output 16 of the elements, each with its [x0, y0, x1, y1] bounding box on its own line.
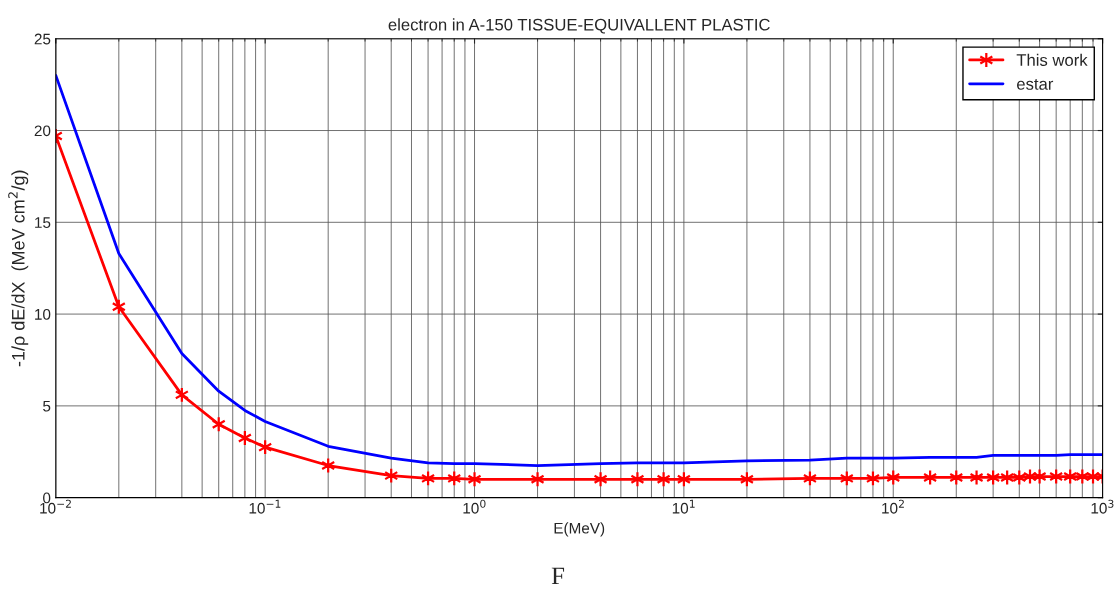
x-tick-label: 10$^{3}$ [1091, 499, 1114, 514]
x-tick-label: 10$^{1}$ [672, 499, 695, 514]
y-tick-label: 5 [43, 400, 51, 412]
legend-label: This work [1016, 53, 1088, 66]
x-tick-label: 10$^{0}$ [463, 499, 486, 514]
text: F [551, 567, 565, 585]
x-axis-title: E(MeV) [554, 522, 605, 537]
legend-label: estar [1017, 78, 1054, 90]
y-axis-title: -1/ρ dE/dX (MeV cm$^{2}$/g) [8, 170, 29, 367]
y-tick-label: 15 [35, 217, 51, 228]
x-tick-label: 10$^{−1}$ [249, 499, 281, 514]
x-tick-label: 10$^{2}$ [882, 499, 904, 514]
chart-title: electron in A-150 TISSUE-EQUIVALLENT PLASTIC [388, 18, 770, 34]
y-tick-label: 10 [35, 308, 51, 320]
y-tick-label: 25 [34, 33, 51, 45]
y-tick-label: 20 [34, 125, 51, 137]
